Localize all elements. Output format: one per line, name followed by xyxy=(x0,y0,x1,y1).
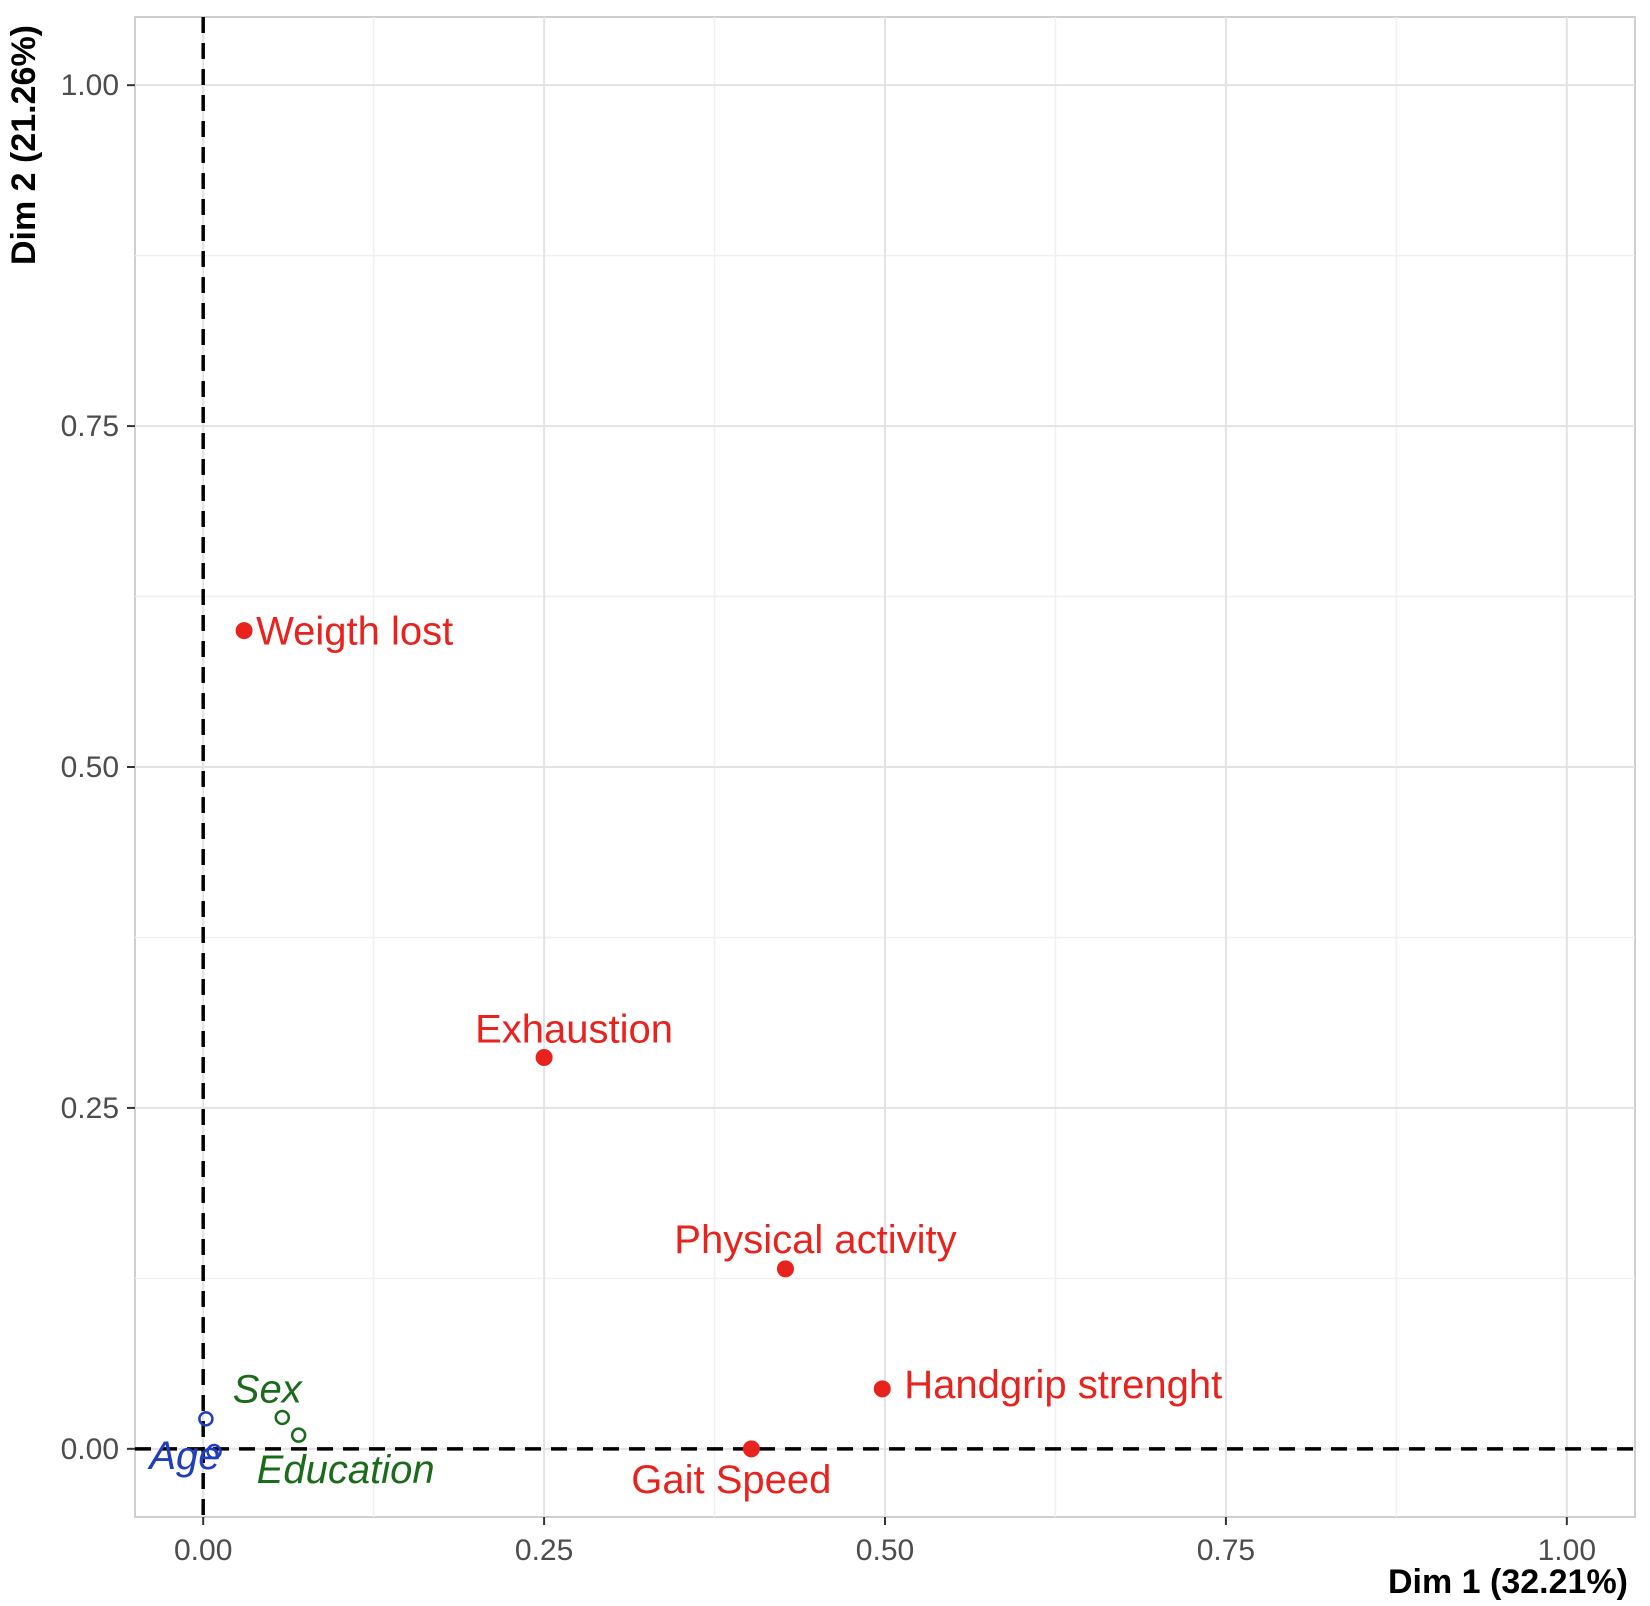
point-label: Exhaustion xyxy=(475,1007,673,1051)
data-point xyxy=(198,1411,214,1427)
x-tick-label: 0.75 xyxy=(1197,1534,1255,1567)
point-label: Weigth lost xyxy=(256,610,453,654)
point-label: Education xyxy=(257,1448,435,1492)
data-points xyxy=(198,622,891,1460)
y-tick-label: 0.25 xyxy=(61,1092,119,1125)
point-label: Physical activity xyxy=(674,1218,956,1262)
x-tick-label: 0.50 xyxy=(856,1534,914,1567)
point-label: Handgrip strenght xyxy=(904,1363,1222,1407)
data-point xyxy=(873,1380,891,1398)
x-tick-label: 0.25 xyxy=(515,1534,573,1567)
data-point xyxy=(535,1048,553,1066)
data-point xyxy=(290,1427,307,1443)
point-label: Gait Speed xyxy=(631,1458,831,1502)
y-tick-label: 0.00 xyxy=(61,1433,119,1466)
y-axis-title: Dim 2 (21.26%) xyxy=(5,25,43,265)
data-point xyxy=(776,1260,794,1278)
x-axis-title: Dim 1 (32.21%) xyxy=(1388,1563,1628,1601)
data-point xyxy=(235,622,253,640)
data-point xyxy=(742,1440,760,1458)
axes: 0.00 0.25 0.50 0.75 1.00 0.00 0.25 0.50 0.75 1.00 xyxy=(61,69,1596,1567)
reference-lines xyxy=(135,17,1635,1517)
point-label: Sex xyxy=(233,1367,304,1411)
x-tick-label: 1.00 xyxy=(1538,1534,1596,1567)
x-tick-label: 0.00 xyxy=(174,1534,232,1567)
y-tick-label: 0.75 xyxy=(61,410,119,443)
data-point xyxy=(206,1443,222,1460)
data-point xyxy=(274,1409,291,1426)
y-tick-label: 1.00 xyxy=(61,69,119,102)
point-label: Age xyxy=(147,1434,220,1478)
point-labels: Weigth lost Exhaustion Physical activity Ha… xyxy=(147,610,1222,1502)
y-tick-label: 0.50 xyxy=(61,751,119,784)
